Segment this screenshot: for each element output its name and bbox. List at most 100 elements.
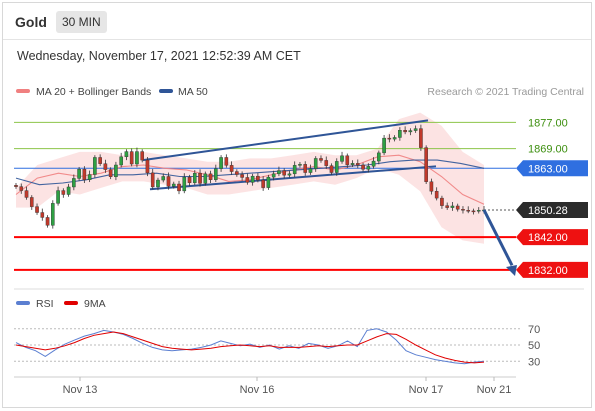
- candle-body: [108, 169, 113, 177]
- candle-body: [355, 163, 360, 166]
- legend-rsi: RSI: [36, 298, 54, 310]
- candle-body: [361, 164, 365, 170]
- candle-body: [250, 175, 255, 183]
- candle-body: [35, 206, 39, 213]
- level-tag-label: 1850.28: [528, 205, 568, 217]
- candle-body: [56, 190, 60, 204]
- level-tag-bg: [516, 261, 588, 278]
- candle-body: [198, 172, 202, 184]
- candle-body: [45, 217, 50, 226]
- candle-body: [87, 174, 92, 180]
- ma9-legend-swatch: [64, 301, 78, 305]
- candle-body: [129, 151, 134, 165]
- level-tag-bg: [516, 229, 588, 246]
- candle-body: [14, 185, 18, 187]
- candle-body: [245, 177, 250, 183]
- candle-body: [461, 209, 465, 211]
- candle-body: [476, 210, 481, 212]
- rsi-tick-label: 50: [528, 340, 540, 352]
- candle-body: [455, 205, 460, 210]
- candle-body: [214, 168, 218, 180]
- candle-body: [392, 137, 397, 140]
- legend-ma9: 9MA: [84, 298, 106, 310]
- candle-body: [82, 169, 87, 180]
- candle-body: [450, 205, 455, 208]
- candle-body: [408, 130, 413, 133]
- bollinger-legend-swatch: [16, 89, 30, 93]
- candle-body: [324, 160, 329, 166]
- candle-body: [403, 130, 407, 133]
- candle-body: [429, 181, 434, 192]
- candle-body: [124, 151, 129, 158]
- candle-body: [292, 165, 297, 175]
- candlesticks: [14, 124, 486, 229]
- timeframe-button[interactable]: 30 MIN: [56, 11, 107, 33]
- candle-body: [419, 128, 423, 148]
- time-label: Nov 21: [477, 384, 512, 396]
- rsi-tick-label: 70: [528, 324, 540, 336]
- candle-body: [371, 160, 376, 167]
- legend-ma-bb: MA 20 + Bollinger Bands: [36, 86, 151, 98]
- candle-body: [187, 176, 192, 183]
- time-label: Nov 16: [240, 384, 275, 396]
- candle-body: [382, 137, 386, 154]
- candle-body: [340, 155, 344, 162]
- price-panel: 1877.00 1869.00 1863.00 1850.28 1842.00 1832.…: [14, 112, 588, 278]
- candle-body: [287, 173, 292, 176]
- rsi-panel: 70 50 30: [14, 324, 540, 368]
- candle-body: [171, 183, 176, 187]
- time-label: Nov 17: [409, 384, 444, 396]
- rsi-tick-label: 30: [528, 356, 540, 368]
- level-tag-bg: [516, 201, 588, 218]
- channel-upper-line: [142, 119, 429, 162]
- candle-body: [366, 166, 371, 170]
- time-axis-labels: Nov 13 Nov 16 Nov 17 Nov 21: [63, 377, 512, 396]
- candle-body: [51, 203, 55, 226]
- candle-body: [140, 151, 145, 161]
- projection-arrowhead: [506, 265, 517, 276]
- candle-body: [219, 157, 223, 169]
- candle-body: [166, 176, 171, 187]
- candle-body: [266, 176, 271, 188]
- candle-body: [377, 152, 381, 162]
- candle-body: [135, 151, 139, 165]
- candle-body: [177, 183, 181, 192]
- candle-body: [114, 164, 118, 178]
- chart-widget: Gold 30 MIN Wednesday, November 17, 2021…: [2, 2, 592, 408]
- candle-body: [256, 175, 260, 181]
- candle-body: [298, 164, 302, 166]
- candle-body: [235, 171, 239, 175]
- candle-body: [240, 174, 244, 178]
- level-tag-label: 1863.00: [528, 163, 568, 175]
- candle-body: [145, 159, 150, 174]
- candle-body: [445, 205, 449, 208]
- candle-body: [334, 161, 339, 173]
- candle-body: [440, 197, 444, 206]
- candle-body: [271, 173, 276, 178]
- candle-body: [93, 157, 97, 175]
- candle-body: [150, 172, 155, 188]
- candle-body: [319, 158, 323, 161]
- widget-header: Gold 30 MIN: [3, 3, 591, 40]
- candle-body: [277, 170, 281, 175]
- candle-body: [308, 168, 313, 173]
- rsi-line: [15, 328, 485, 365]
- candle-body: [119, 156, 123, 166]
- research-credit: Research © 2021 Trading Central: [427, 86, 584, 98]
- candle-body: [229, 165, 234, 172]
- candle-body: [387, 137, 392, 140]
- candle-body: [208, 173, 213, 180]
- candle-body: [224, 157, 229, 166]
- candle-body: [203, 173, 208, 184]
- candle-body: [156, 179, 160, 188]
- candle-body: [192, 172, 197, 183]
- candle-body: [303, 164, 308, 173]
- projection-arrow: [482, 209, 514, 266]
- candle-body: [350, 163, 355, 165]
- instrument-title: Gold: [15, 14, 47, 30]
- candle-body: [161, 176, 166, 181]
- candle-body: [24, 190, 29, 198]
- report-datetime: Wednesday, November 17, 2021 12:52:39 AM…: [17, 49, 301, 63]
- candle-body: [29, 197, 34, 207]
